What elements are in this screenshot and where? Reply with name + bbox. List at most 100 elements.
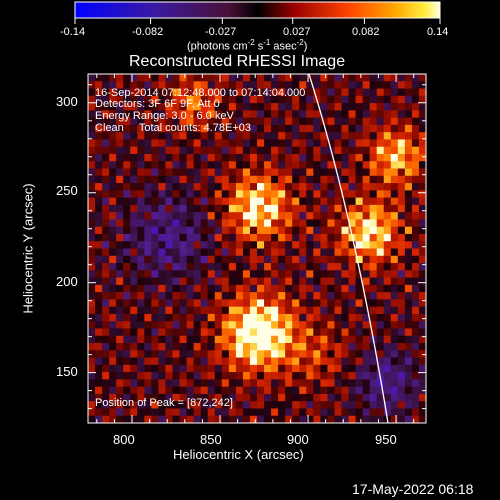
heatmap-cell	[158, 168, 167, 177]
heatmap-cell	[285, 197, 293, 206]
heatmap-cell	[207, 386, 216, 395]
heatmap-cell	[200, 219, 209, 228]
heatmap-cell	[158, 328, 167, 337]
heatmap-cell	[306, 190, 314, 199]
heatmap-cell	[404, 74, 413, 82]
heatmap-cell	[179, 277, 188, 286]
heatmap-cell	[172, 277, 181, 286]
heatmap-cell	[271, 146, 279, 155]
heatmap-cell	[390, 284, 399, 293]
heatmap-cell	[179, 306, 188, 315]
heatmap-cell	[264, 248, 272, 257]
heatmap-cell	[341, 81, 350, 90]
heatmap-cell	[137, 415, 145, 423]
heatmap-cell	[390, 386, 399, 395]
heatmap-cell	[158, 81, 167, 90]
heatmap-cell	[355, 270, 364, 279]
heatmap-cell	[257, 153, 265, 162]
heatmap-cell	[362, 197, 371, 206]
heatmap-cell	[285, 335, 293, 344]
heatmap-cell	[88, 241, 96, 250]
heatmap-cell	[306, 408, 314, 417]
heatmap-cell	[165, 233, 174, 242]
heatmap-cell	[404, 183, 413, 191]
heatmap-cell	[137, 299, 145, 308]
heatmap-cell	[242, 146, 251, 155]
heatmap-cell	[158, 103, 167, 111]
heatmap-cell	[292, 226, 300, 235]
heatmap-cell	[102, 386, 110, 395]
heatmap-cell	[257, 393, 265, 402]
heatmap-cell	[88, 212, 96, 221]
heatmap-cell	[411, 270, 420, 279]
heatmap-cell	[242, 81, 251, 90]
heatmap-cell	[207, 328, 216, 337]
heatmap-cell	[88, 270, 96, 279]
heatmap-cell	[116, 321, 124, 330]
heatmap-cell	[264, 335, 272, 344]
heatmap-cell	[418, 241, 426, 250]
heatmap-cell	[257, 132, 265, 141]
heatmap-cell	[348, 306, 357, 315]
heatmap-cell	[376, 204, 385, 213]
heatmap-cell	[292, 255, 300, 264]
heatmap-cell	[165, 292, 174, 300]
heatmap-cell	[376, 226, 385, 235]
heatmap-cell	[355, 299, 364, 308]
heatmap-cell	[116, 292, 124, 300]
heatmap-cell	[404, 328, 413, 337]
heatmap-cell	[257, 292, 265, 300]
heatmap-cell	[278, 292, 286, 300]
heatmap-cell	[369, 364, 378, 373]
heatmap-cell	[397, 364, 406, 373]
heatmap-cell	[116, 233, 124, 242]
heatmap-cell	[193, 321, 202, 330]
heatmap-cell	[228, 292, 237, 300]
heatmap-cell	[264, 124, 272, 133]
heatmap-cell	[116, 175, 124, 184]
heatmap-cell	[158, 175, 167, 184]
heatmap-cell	[165, 110, 174, 119]
heatmap-cell	[144, 263, 152, 271]
heatmap-cell	[123, 415, 131, 423]
heatmap-cell	[299, 190, 307, 199]
heatmap-cell	[348, 248, 357, 257]
heatmap-cell	[200, 270, 209, 279]
heatmap-cell	[123, 117, 131, 126]
heatmap-cell	[264, 132, 272, 141]
heatmap-cell	[179, 386, 188, 395]
heatmap-cell	[186, 88, 195, 97]
heatmap-cell	[404, 386, 413, 395]
heatmap-cell	[130, 299, 138, 308]
heatmap-cell	[264, 328, 272, 337]
heatmap-cell	[285, 81, 293, 90]
heatmap-cell	[404, 241, 413, 250]
heatmap-cell	[95, 343, 103, 351]
heatmap-cell	[137, 146, 145, 155]
heatmap-cell	[383, 74, 392, 82]
heatmap-cell	[109, 74, 117, 82]
heatmap-cell	[214, 117, 223, 126]
heatmap-cell	[369, 219, 378, 228]
heatmap-cell	[355, 379, 364, 388]
heatmap-cell	[88, 139, 96, 148]
heatmap-cell	[186, 277, 195, 286]
heatmap-cell	[397, 372, 406, 380]
unit-asec: asec	[270, 40, 297, 53]
heatmap-cell	[292, 153, 300, 162]
heatmap-cell	[411, 408, 420, 417]
heatmap-cell	[214, 241, 223, 250]
heatmap-cell	[355, 313, 364, 322]
heatmap-cell	[235, 299, 244, 308]
heatmap-cell	[193, 386, 202, 395]
heatmap-cell	[228, 255, 237, 264]
heatmap-cell	[242, 357, 251, 366]
heatmap-cell	[292, 292, 300, 300]
heatmap-cell	[348, 277, 357, 286]
heatmap-cell	[158, 95, 167, 104]
heatmap-cell	[292, 299, 300, 308]
heatmap-cell	[207, 401, 216, 410]
heatmap-cell	[137, 313, 145, 322]
heatmap-cell	[95, 393, 103, 402]
heatmap-cell	[334, 110, 343, 119]
